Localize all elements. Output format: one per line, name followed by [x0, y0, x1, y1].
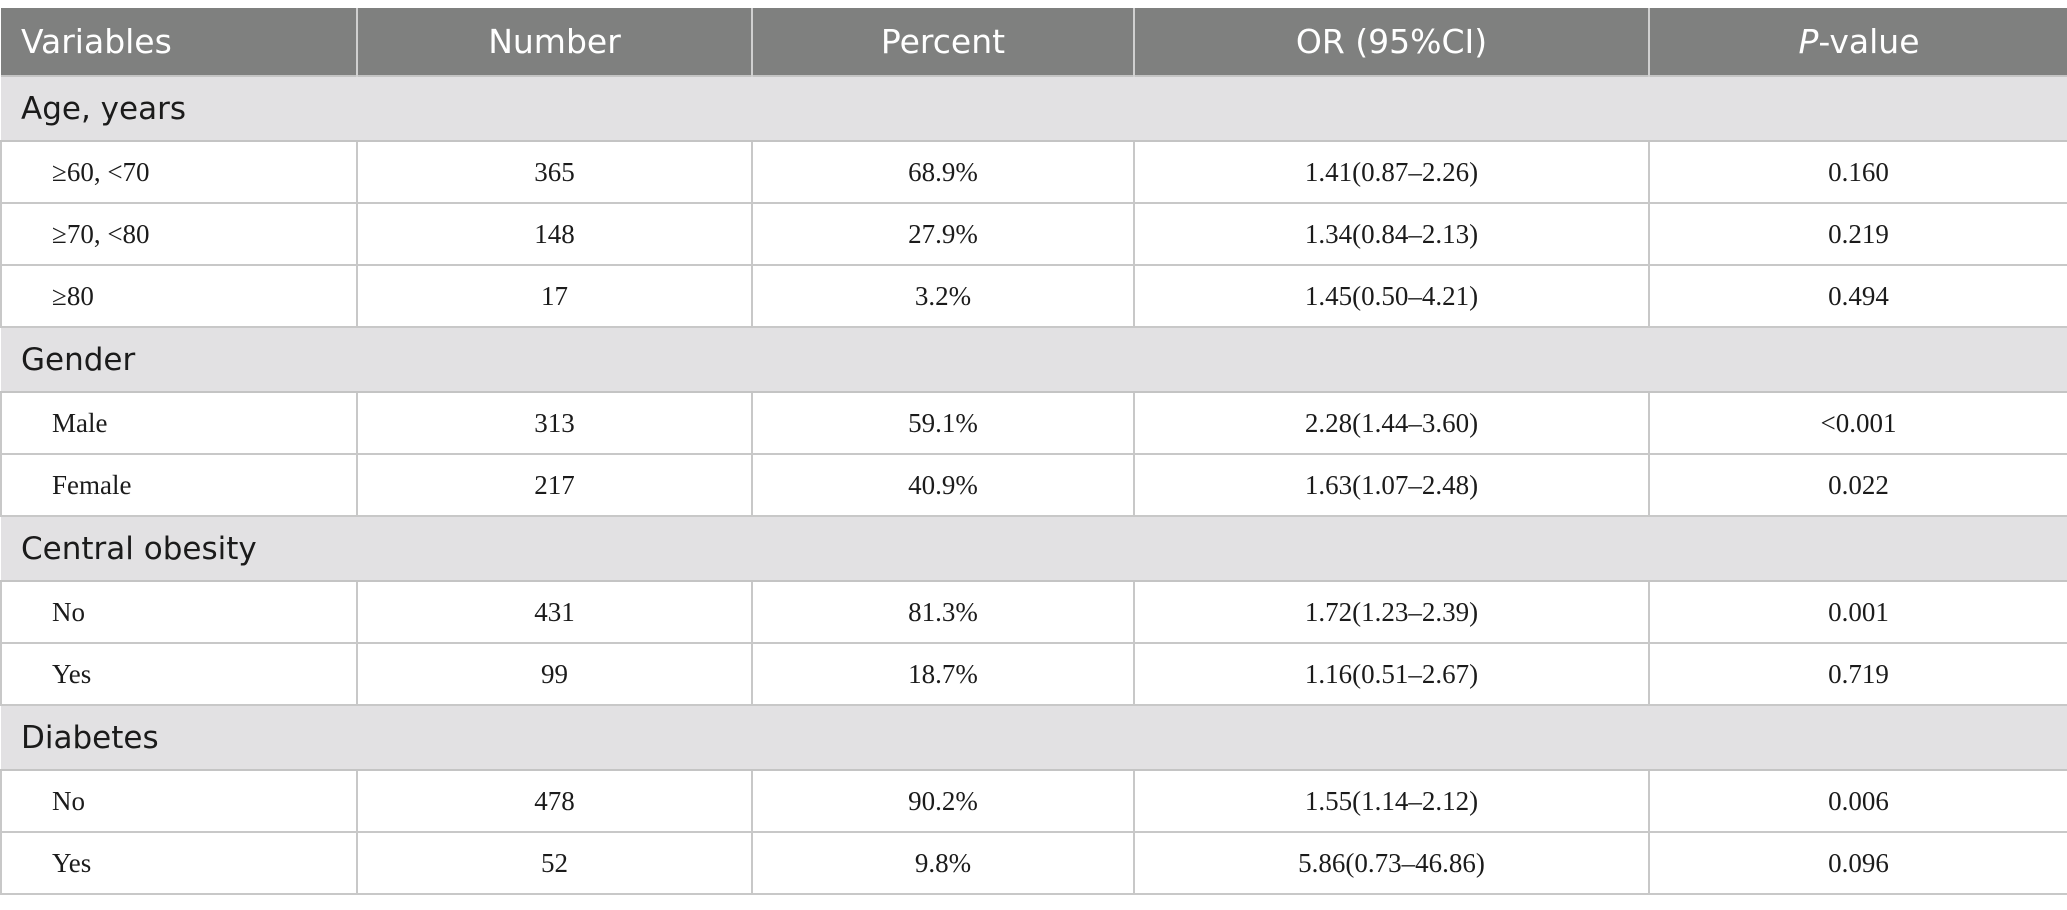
cell-number: 148: [357, 203, 753, 266]
cell-number: 99: [357, 643, 753, 706]
cell-number: 365: [357, 141, 753, 204]
cell-percent: 3.2%: [752, 265, 1135, 328]
cell-number: 17: [357, 265, 753, 328]
cell-variable: Male: [0, 392, 358, 455]
cell-or-ci: 5.86(0.73–46.86): [1134, 832, 1650, 895]
header-p-value-italic: P: [1798, 22, 1819, 61]
group-label: Diabetes: [1, 704, 2067, 771]
cell-number: 313: [357, 392, 753, 455]
cell-p-value: 0.719: [1649, 643, 2067, 706]
cell-variable: Female: [0, 454, 358, 517]
cell-percent: 81.3%: [752, 581, 1135, 644]
cell-variable: No: [0, 581, 358, 644]
cell-p-value: 0.160: [1649, 141, 2067, 204]
group-row: Diabetes: [1, 704, 2067, 771]
cell-percent: 40.9%: [752, 454, 1135, 517]
cell-percent: 9.8%: [752, 832, 1135, 895]
results-table: Variables Number Percent OR (95%CI) P-va…: [0, 8, 2067, 895]
table-body: Age, years ≥60, <70 365 68.9% 1.41(0.87–2.26…: [0, 75, 2067, 895]
cell-number: 52: [357, 832, 753, 895]
group-label: Gender: [1, 326, 2067, 393]
header-or-ci: OR (95%CI): [1134, 8, 1650, 76]
header-variables: Variables: [1, 8, 358, 76]
cell-variable: Yes: [0, 832, 358, 895]
header-number: Number: [357, 8, 753, 76]
cell-variable: ≥80: [0, 265, 358, 328]
cell-or-ci: 1.34(0.84–2.13): [1134, 203, 1650, 266]
cell-p-value: 0.001: [1649, 581, 2067, 644]
cell-variable: Yes: [0, 643, 358, 706]
cell-p-value: 0.096: [1649, 832, 2067, 895]
cell-percent: 68.9%: [752, 141, 1135, 204]
cell-percent: 59.1%: [752, 392, 1135, 455]
cell-or-ci: 1.16(0.51–2.67): [1134, 643, 1650, 706]
group-label: Age, years: [1, 75, 2067, 142]
cell-variable: ≥70, <80: [0, 203, 358, 266]
cell-number: 217: [357, 454, 753, 517]
header-row: Variables Number Percent OR (95%CI) P-va…: [1, 8, 2067, 76]
group-row: Age, years: [1, 75, 2067, 142]
cell-p-value: 0.219: [1649, 203, 2067, 266]
cell-percent: 18.7%: [752, 643, 1135, 706]
group-row: Gender: [1, 326, 2067, 393]
header-p-value: P-value: [1649, 8, 2067, 76]
table-row: Yes 52 9.8% 5.86(0.73–46.86) 0.096: [0, 832, 2067, 895]
table-row: Female 217 40.9% 1.63(1.07–2.48) 0.022: [0, 454, 2067, 517]
group-row: Central obesity: [1, 515, 2067, 582]
table-row: ≥80 17 3.2% 1.45(0.50–4.21) 0.494: [0, 265, 2067, 328]
cell-number: 478: [357, 770, 753, 833]
table-row: No 478 90.2% 1.55(1.14–2.12) 0.006: [0, 770, 2067, 833]
cell-or-ci: 1.41(0.87–2.26): [1134, 141, 1650, 204]
cell-p-value: 0.006: [1649, 770, 2067, 833]
cell-p-value: 0.494: [1649, 265, 2067, 328]
header-percent: Percent: [752, 8, 1135, 76]
cell-variable: No: [0, 770, 358, 833]
cell-or-ci: 2.28(1.44–3.60): [1134, 392, 1650, 455]
table-row: No 431 81.3% 1.72(1.23–2.39) 0.001: [0, 581, 2067, 644]
cell-or-ci: 1.55(1.14–2.12): [1134, 770, 1650, 833]
cell-or-ci: 1.72(1.23–2.39): [1134, 581, 1650, 644]
cell-or-ci: 1.45(0.50–4.21): [1134, 265, 1650, 328]
cell-variable: ≥60, <70: [0, 141, 358, 204]
table-row: Male 313 59.1% 2.28(1.44–3.60) <0.001: [0, 392, 2067, 455]
cell-number: 431: [357, 581, 753, 644]
group-label: Central obesity: [1, 515, 2067, 582]
table-row: ≥60, <70 365 68.9% 1.41(0.87–2.26) 0.160: [0, 141, 2067, 204]
table-header: Variables Number Percent OR (95%CI) P-va…: [1, 8, 2067, 76]
cell-percent: 90.2%: [752, 770, 1135, 833]
header-p-value-rest: -value: [1818, 22, 1920, 61]
cell-or-ci: 1.63(1.07–2.48): [1134, 454, 1650, 517]
cell-percent: 27.9%: [752, 203, 1135, 266]
table-row: ≥70, <80 148 27.9% 1.34(0.84–2.13) 0.219: [0, 203, 2067, 266]
cell-p-value: 0.022: [1649, 454, 2067, 517]
table-container: Variables Number Percent OR (95%CI) P-va…: [0, 8, 2067, 895]
table-row: Yes 99 18.7% 1.16(0.51–2.67) 0.719: [0, 643, 2067, 706]
cell-p-value: <0.001: [1649, 392, 2067, 455]
